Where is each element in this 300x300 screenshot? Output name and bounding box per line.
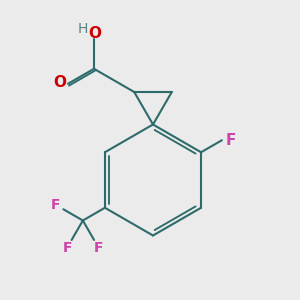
Text: F: F	[51, 198, 60, 212]
Text: F: F	[62, 241, 72, 255]
Text: H: H	[77, 22, 88, 36]
Text: F: F	[226, 133, 236, 148]
Text: F: F	[94, 241, 104, 255]
Text: O: O	[88, 26, 101, 41]
Text: O: O	[53, 75, 66, 90]
